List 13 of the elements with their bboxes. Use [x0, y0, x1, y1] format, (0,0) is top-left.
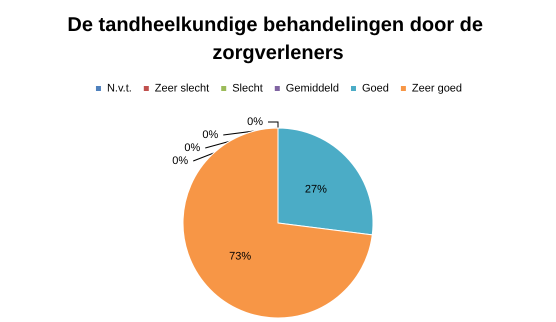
chart-title: De tandheelkundige behandelingen door de zorgverleners — [67, 14, 489, 64]
legend-label: N.v.t. — [106, 82, 132, 94]
data-label: 27% — [304, 184, 328, 196]
text: 0% — [247, 116, 263, 128]
legend-label: Zeer slecht — [154, 82, 210, 94]
text: 0% — [184, 142, 200, 154]
legend-label: Slecht — [232, 82, 263, 94]
legend-label: Zeer goed — [412, 82, 462, 94]
legend-label: Gemiddeld — [286, 82, 339, 94]
data-label: 73% — [229, 250, 252, 262]
text: 0% — [172, 155, 188, 167]
legend-label: Goed — [362, 82, 389, 94]
text: 0% — [202, 129, 218, 141]
